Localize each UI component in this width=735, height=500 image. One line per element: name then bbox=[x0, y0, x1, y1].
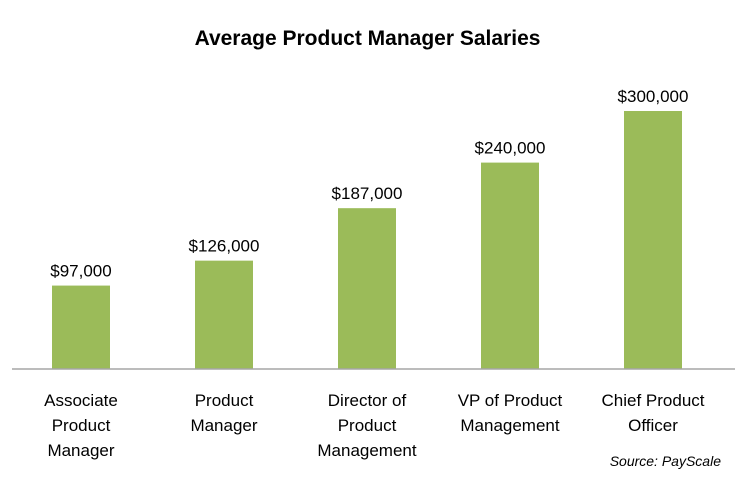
bar-3 bbox=[338, 208, 396, 369]
data-label-1: $97,000 bbox=[50, 262, 111, 281]
bar-5 bbox=[624, 111, 682, 369]
category-label-5: Chief Product Officer bbox=[601, 391, 705, 435]
data-label-3: $187,000 bbox=[332, 184, 403, 203]
source-note: Source: PayScale bbox=[609, 453, 721, 469]
bar-1 bbox=[52, 285, 110, 369]
category-label-1: Associate Product Manager bbox=[44, 391, 118, 460]
data-label-5: $300,000 bbox=[618, 87, 689, 106]
bar-2 bbox=[195, 260, 253, 369]
category-label-4: VP of Product Management bbox=[457, 391, 563, 435]
category-label-3: Director of Product Management bbox=[317, 391, 417, 460]
data-label-2: $126,000 bbox=[189, 237, 260, 256]
bar-4 bbox=[481, 162, 539, 369]
chart-title: Average Product Manager Salaries bbox=[194, 27, 541, 50]
category-label-2: Product Manager bbox=[190, 391, 258, 435]
data-label-4: $240,000 bbox=[475, 139, 546, 158]
